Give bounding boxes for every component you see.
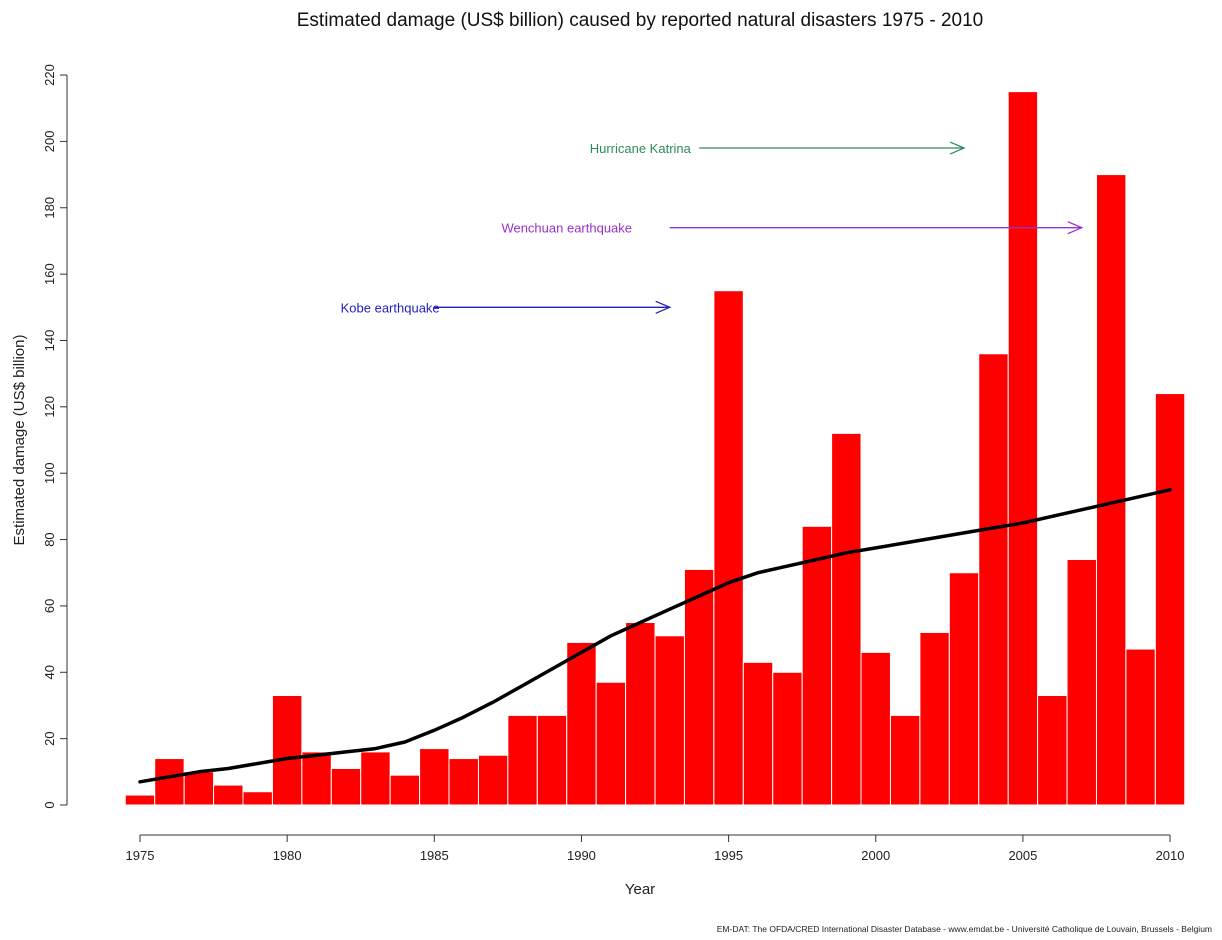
bar-1999 <box>831 432 862 806</box>
bar-1978 <box>213 784 244 806</box>
y-tick-label-60: 60 <box>42 599 57 613</box>
bar-1995 <box>713 290 744 806</box>
y-axis-title: Estimated damage (US$ billion) <box>11 335 28 546</box>
bar-1975 <box>124 794 156 806</box>
bar-1980 <box>271 695 303 806</box>
annotation-arrowhead-hurricane-katrina <box>949 141 966 155</box>
bar-2000 <box>860 651 891 806</box>
y-tick-label-200: 200 <box>42 131 57 153</box>
x-tick-label-2005: 2005 <box>1008 848 1037 863</box>
annotation-label-kobe-earthquake: Kobe earthquake <box>341 300 440 315</box>
x-tick-label-2010: 2010 <box>1156 848 1185 863</box>
bar-1990 <box>566 641 597 806</box>
bar-1985 <box>419 748 450 806</box>
y-tick-label-160: 160 <box>42 263 57 285</box>
x-tick-label-1985: 1985 <box>420 848 449 863</box>
bar-1982 <box>330 768 362 806</box>
bar-1996 <box>742 661 774 806</box>
trend-line <box>138 488 1172 784</box>
y-tick-label-40: 40 <box>42 665 57 679</box>
x-tick-label-1975: 1975 <box>126 848 155 863</box>
y-tick-label-20: 20 <box>42 731 57 745</box>
source-note: EM-DAT: The OFDA/CRED International Disa… <box>717 924 1212 934</box>
bar-1993 <box>654 635 685 806</box>
annotations-group: Hurricane Katrina Wenchuan earthquake Kobe… <box>341 141 1084 315</box>
x-tick-label-1990: 1990 <box>567 848 596 863</box>
bar-1989 <box>536 714 568 806</box>
bar-1977 <box>183 771 215 806</box>
bar-1979 <box>242 791 273 806</box>
bar-2002 <box>919 631 950 806</box>
y-tick-label-220: 220 <box>42 64 57 86</box>
x-axis-title: Year <box>625 881 655 898</box>
axes-group: 0 20 40 60 80 100 120 140 160 180 200 220 1975 1980 19… <box>42 64 1185 863</box>
bar-1998 <box>801 525 833 806</box>
y-tick-label-140: 140 <box>42 330 57 352</box>
bar-1992 <box>625 622 656 806</box>
x-tick-label-2000: 2000 <box>861 848 890 863</box>
y-tick-label-180: 180 <box>42 197 57 219</box>
bar-2001 <box>889 714 921 806</box>
bar-1986 <box>448 758 479 806</box>
x-tick-label-1980: 1980 <box>273 848 302 863</box>
y-tick-label-120: 120 <box>42 396 57 418</box>
bar-1991 <box>595 681 627 806</box>
x-tick-label-1995: 1995 <box>714 848 743 863</box>
bar-2004 <box>978 353 1009 806</box>
bar-1987 <box>477 754 509 806</box>
trend-group <box>138 488 1172 784</box>
bar-2005 <box>1007 91 1039 806</box>
annotation-label-hurricane-katrina: Hurricane Katrina <box>590 141 692 156</box>
bar-1984 <box>389 774 421 806</box>
bar-2003 <box>948 572 980 806</box>
bars-group <box>124 91 1186 806</box>
bar-2007 <box>1066 558 1097 806</box>
bar-2009 <box>1125 648 1156 806</box>
bar-2006 <box>1037 695 1068 806</box>
bar-1988 <box>507 714 538 806</box>
bar-2008 <box>1095 174 1127 806</box>
bar-1983 <box>360 751 391 806</box>
annotation-arrowhead-kobe-earthquake <box>655 300 672 314</box>
y-tick-label-80: 80 <box>42 532 57 546</box>
bar-2010 <box>1154 393 1186 806</box>
chart-title: Estimated damage (US$ billion) caused by… <box>297 10 984 31</box>
bar-1976 <box>154 758 185 806</box>
y-tick-label-0: 0 <box>42 801 57 808</box>
bar-1997 <box>772 671 803 806</box>
bar-1981 <box>301 751 332 806</box>
y-tick-label-100: 100 <box>42 462 57 484</box>
annotation-arrowhead-wenchuan-earthquake <box>1067 221 1084 235</box>
bar-1994 <box>683 568 715 806</box>
annotation-label-wenchuan-earthquake: Wenchuan earthquake <box>501 221 632 236</box>
